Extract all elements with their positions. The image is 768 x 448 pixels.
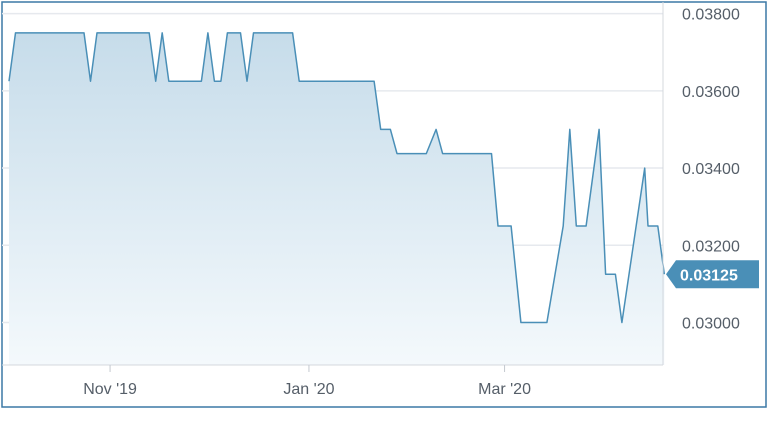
y-tick-label: 0.03800 (682, 7, 740, 24)
x-tick-label: Nov '19 (83, 381, 137, 398)
x-tick-label: Mar '20 (478, 381, 531, 398)
chart-frame (1, 1, 767, 408)
last-value-badge-bg (666, 260, 759, 289)
last-value-badge: 0.03125 (666, 260, 759, 289)
y-tick-label: 0.03000 (682, 316, 740, 333)
y-tick-label: 0.03200 (682, 238, 740, 255)
series-line (8, 32, 666, 324)
y-axis-ticks: 0.03800 0.03600 0.03400 0.03200 0.03000 (682, 7, 740, 333)
x-axis-ticks: Nov '19 Jan '20 Mar '20 (83, 365, 531, 398)
series-area (8, 32, 666, 366)
area-fill (9, 32, 665, 366)
y-tick-label: 0.03600 (682, 84, 740, 101)
x-tick-label: Jan '20 (283, 381, 334, 398)
last-value-label: 0.03125 (680, 267, 738, 284)
y-tick-label: 0.03400 (682, 161, 740, 178)
